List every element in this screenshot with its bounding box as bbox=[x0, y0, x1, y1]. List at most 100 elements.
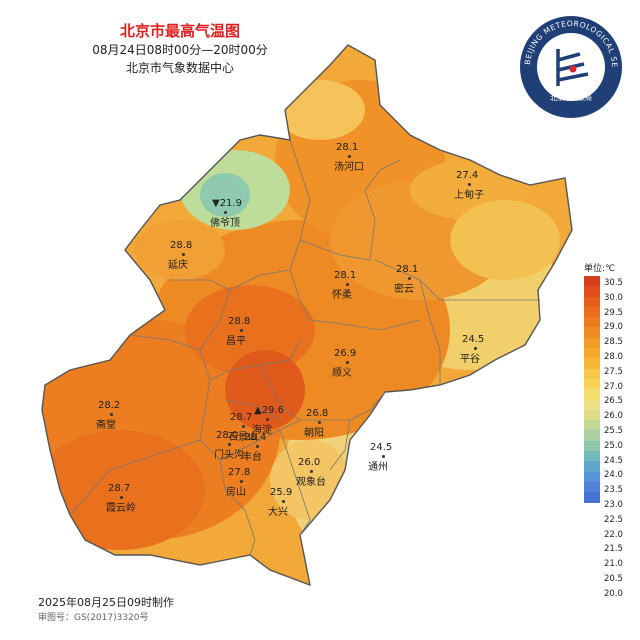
station-value: 26.8 bbox=[306, 408, 329, 419]
station-value: 26.9 bbox=[334, 348, 357, 359]
legend-color-cell bbox=[584, 430, 600, 441]
legend-tick: 30.5 bbox=[604, 278, 623, 288]
legend-tick: 29.5 bbox=[604, 307, 623, 318]
station-value: 28.7 bbox=[230, 412, 253, 423]
district-boundaries bbox=[69, 139, 540, 556]
legend-color-cell bbox=[584, 451, 600, 462]
legend-color-cell bbox=[584, 337, 600, 349]
station-name: 顺义 bbox=[332, 368, 352, 379]
station-value: ▲29.6 bbox=[254, 405, 284, 416]
legend-color-cell bbox=[584, 378, 600, 390]
legend-color-cell bbox=[584, 461, 600, 472]
legend-color-cell bbox=[584, 286, 600, 297]
station-dot-icon bbox=[256, 445, 259, 448]
legend-tick: 26.5 bbox=[604, 396, 623, 407]
station-dot-icon bbox=[348, 155, 351, 158]
station-value: 27.4 bbox=[456, 170, 479, 181]
legend-tick: 27.0 bbox=[604, 381, 623, 392]
legend-color-cell bbox=[584, 481, 600, 493]
station-value: 28.1 bbox=[334, 270, 357, 281]
station-value: 25.9 bbox=[270, 487, 293, 498]
agency-name: 北京市气象数据中心 bbox=[125, 61, 234, 75]
legend-tick: 28.5 bbox=[604, 337, 623, 348]
legend-tick: 25.0 bbox=[604, 440, 623, 451]
station-dot-icon bbox=[310, 470, 313, 473]
station-name: 密云 bbox=[394, 284, 414, 295]
station-dot-icon bbox=[282, 500, 285, 503]
legend-color-cell bbox=[584, 420, 600, 431]
station-dot-icon bbox=[408, 277, 411, 280]
station-dot-icon bbox=[346, 283, 349, 286]
legend-color-cell bbox=[584, 389, 600, 400]
legend-color-cell bbox=[584, 317, 600, 328]
station-value: 28.8 bbox=[228, 316, 251, 327]
station-dot-icon bbox=[240, 329, 243, 332]
station-value: 28.1 bbox=[396, 264, 419, 275]
station-value: 24.5 bbox=[370, 442, 393, 453]
station-name: 房山 bbox=[226, 487, 246, 498]
legend-color-cell bbox=[584, 348, 600, 359]
legend-tick: 28.0 bbox=[604, 352, 623, 362]
station-dot-icon bbox=[110, 413, 113, 416]
station-dot-icon bbox=[382, 455, 385, 458]
legend-color-cell bbox=[584, 368, 600, 379]
station-name: 上甸子 bbox=[454, 190, 484, 201]
station-value: 28.7 bbox=[108, 483, 131, 494]
legend-tick: 26.0 bbox=[604, 411, 623, 422]
station-dot-icon bbox=[318, 421, 321, 424]
legend-color-cell bbox=[584, 471, 600, 482]
station-dot-icon bbox=[242, 425, 245, 428]
time-range: 08月24日08时00分—20时00分 bbox=[92, 43, 268, 57]
station-value: ▼21.9 bbox=[212, 198, 242, 209]
station-name: 延庆 bbox=[168, 260, 188, 271]
legend-colorbar bbox=[584, 276, 600, 503]
legend-tick: 20.5 bbox=[604, 574, 623, 584]
legend-tick: 23.5 bbox=[604, 485, 623, 496]
legend-color-cell bbox=[584, 399, 600, 410]
logo-red-dot-icon bbox=[569, 65, 577, 73]
legend-tick: 22.5 bbox=[604, 514, 623, 525]
legend-color-cell bbox=[584, 492, 600, 503]
station-dot-icon bbox=[346, 361, 349, 364]
legend-tick: 29.0 bbox=[604, 322, 623, 333]
station-value: 28.4 bbox=[244, 432, 267, 443]
legend-tick: 22.0 bbox=[604, 529, 623, 540]
station-dot-icon bbox=[228, 443, 231, 446]
legend: 单位:℃ 30.5 30.0 29.5 29.0 28.5 28.0 27.5 27.0 26.… bbox=[584, 261, 623, 599]
station-name: 怀柔 bbox=[332, 290, 352, 301]
station-value: 28.1 bbox=[336, 142, 359, 153]
station-dot-icon bbox=[240, 480, 243, 483]
station-name: 平谷 bbox=[460, 354, 480, 365]
legend-color-cell bbox=[584, 306, 600, 318]
station-name: 观象台 bbox=[296, 477, 326, 488]
legend-color-cell bbox=[584, 358, 600, 369]
legend-color-cell bbox=[584, 440, 600, 452]
legend-color-cell bbox=[584, 409, 600, 421]
logo-mark-icon bbox=[556, 49, 589, 86]
station-value: 26.0 bbox=[298, 457, 321, 468]
station-name: 昌平 bbox=[226, 336, 246, 347]
legend-tick: 27.5 bbox=[604, 366, 623, 377]
map-title: 北京市最高气温图 bbox=[119, 22, 240, 40]
meteorological-service-logo: BEIJING METEOROLOGICAL SERVICE 北京市气象局 bbox=[518, 14, 622, 118]
station-dot-icon bbox=[468, 183, 471, 186]
station-value: 27.8 bbox=[228, 467, 251, 478]
legend-color-cell bbox=[584, 296, 600, 307]
station-name: 汤河口 bbox=[334, 162, 364, 173]
legend-tick: 24.5 bbox=[604, 455, 623, 466]
station-value: 28.8 bbox=[170, 240, 193, 251]
station-value: 28.2 bbox=[98, 400, 121, 411]
station-name: 大兴 bbox=[268, 507, 288, 518]
station-value: 28.0 bbox=[216, 430, 239, 441]
station-dot-icon bbox=[182, 253, 185, 256]
legend-title: 单位:℃ bbox=[584, 264, 616, 274]
station-name: 霞云岭 bbox=[106, 503, 136, 514]
station-name: 海淀 bbox=[252, 425, 272, 436]
station-name: 斋堂 bbox=[96, 420, 116, 431]
made-date: 2025年08月25日09时制作 bbox=[38, 596, 174, 609]
legend-tick: 21.0 bbox=[604, 559, 623, 570]
legend-tick: 25.5 bbox=[604, 426, 623, 436]
station-value: 24.5 bbox=[462, 334, 485, 345]
legend-tick: 24.0 bbox=[604, 470, 623, 481]
